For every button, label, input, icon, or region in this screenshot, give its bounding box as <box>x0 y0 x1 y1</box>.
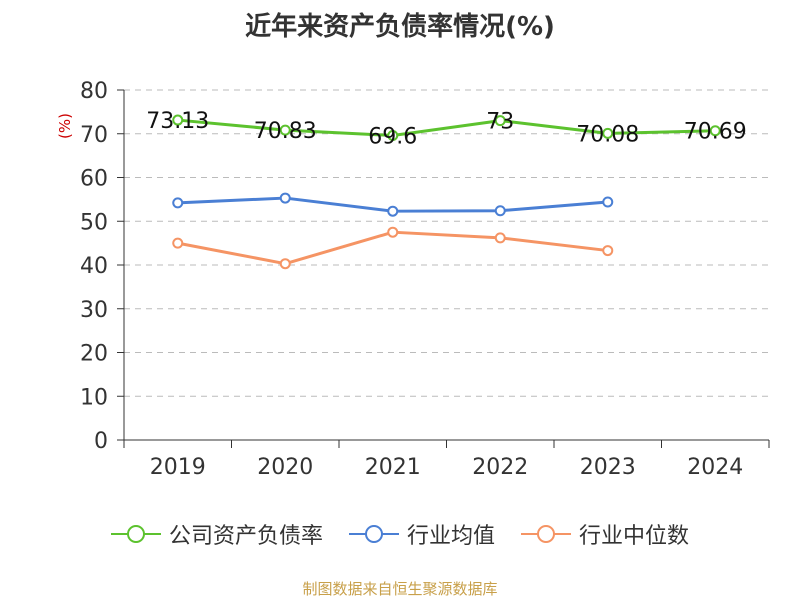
data-point-0 <box>709 125 721 137</box>
legend-swatch-industry-median <box>521 525 571 543</box>
y-tick-label: 30 <box>80 298 108 323</box>
legend-item-industry-average[interactable]: 行业均值 <box>348 518 495 550</box>
data-point-0 <box>279 124 291 136</box>
data-label: 73.13 <box>146 109 209 134</box>
y-tick-label: 0 <box>94 429 108 454</box>
data-label: 70.08 <box>576 122 639 147</box>
y-tick-label: 50 <box>80 210 108 235</box>
data-point-2 <box>494 232 506 244</box>
chart-title: 近年来资产负债率情况(%) <box>245 12 555 42</box>
data-point-1 <box>387 205 399 217</box>
source-note: 制图数据来自恒生聚源数据库 <box>302 580 498 598</box>
y-tick-label: 40 <box>80 254 108 279</box>
legend-label-industry-median: 行业中位数 <box>579 524 690 549</box>
y-tick-label: 60 <box>80 167 108 192</box>
x-tick-label: 2020 <box>257 455 313 480</box>
x-tick-label: 2021 <box>365 455 421 480</box>
series-line-0 <box>177 118 716 137</box>
y-tick-label: 10 <box>80 385 108 410</box>
x-tick-label: 2024 <box>687 455 743 480</box>
x-tick-label: 2019 <box>150 455 206 480</box>
y-tick-label: 80 <box>80 79 108 104</box>
legend: 公司资产负债率 行业均值 行业中位数 <box>0 518 800 550</box>
data-point-2 <box>172 237 184 249</box>
legend-label-company: 公司资产负债率 <box>168 524 323 549</box>
legend-swatch-company <box>110 525 161 543</box>
y-tick-label: 20 <box>80 342 108 367</box>
data-point-2 <box>602 245 614 257</box>
x-tick-label: 2022 <box>472 455 528 480</box>
data-point-0 <box>602 127 614 139</box>
y-axis-label: (%) <box>56 113 74 139</box>
data-point-0 <box>172 114 184 126</box>
data-point-1 <box>494 205 506 217</box>
y-tick-label: 70 <box>80 123 108 148</box>
data-label: 70.69 <box>684 120 747 145</box>
x-tick-label: 2023 <box>580 455 636 480</box>
data-point-2 <box>387 226 399 238</box>
legend-swatch-industry-average <box>348 525 399 543</box>
data-point-1 <box>279 192 291 204</box>
legend-item-company[interactable]: 公司资产负债率 <box>110 518 323 550</box>
data-label: 73 <box>486 110 514 135</box>
data-label: 69.6 <box>368 125 417 150</box>
legend-item-industry-median[interactable]: 行业中位数 <box>521 518 689 550</box>
data-point-2 <box>279 258 291 270</box>
data-point-0 <box>387 130 399 141</box>
data-point-1 <box>172 197 184 209</box>
data-point-0 <box>494 115 506 127</box>
data-point-1 <box>602 196 614 208</box>
data-label: 70.83 <box>254 119 317 144</box>
legend-label-industry-average: 行业均值 <box>406 524 495 549</box>
